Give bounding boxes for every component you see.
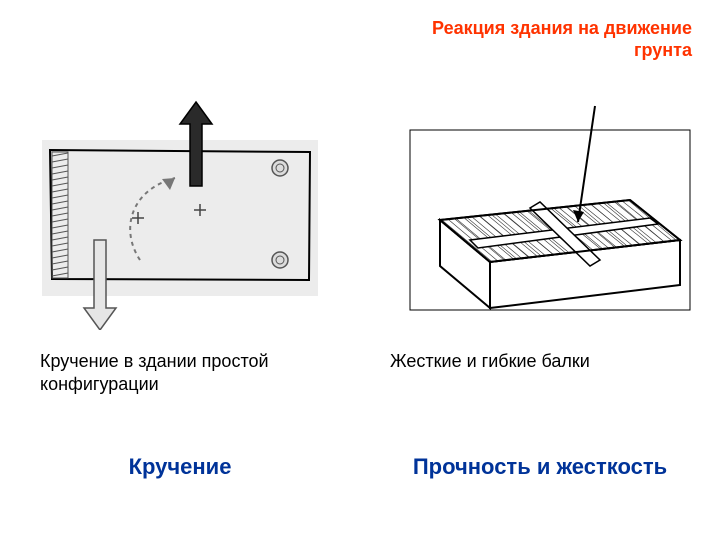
subtitle-left: Кручение <box>0 454 360 480</box>
page-header: Реакция здания на движение грунта <box>422 18 692 61</box>
columns: Кручение в здании простой конфигурации Ж… <box>0 90 720 395</box>
figure-left <box>20 90 340 330</box>
column-right: Жесткие и гибкие балки <box>360 90 720 395</box>
header-text: Реакция здания на движение грунта <box>432 18 692 60</box>
beams-sketch <box>380 90 700 330</box>
column-left: Кручение в здании простой конфигурации <box>0 90 360 395</box>
torsion-sketch <box>20 90 340 330</box>
subtitles-row: Кручение Прочность и жесткость <box>0 454 720 480</box>
caption-left: Кручение в здании простой конфигурации <box>40 350 320 395</box>
subtitle-right: Прочность и жесткость <box>360 454 720 480</box>
caption-right: Жесткие и гибкие балки <box>390 350 670 373</box>
figure-right <box>380 90 700 330</box>
